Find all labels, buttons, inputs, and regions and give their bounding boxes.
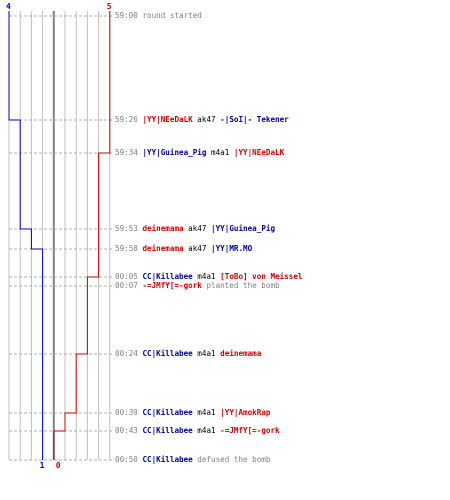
event-row: 59:53 deinemama ak47 |YY|Guinea_Pig [115,224,275,233]
event-text: [ToBo] von Meissel [220,272,303,281]
event-text: |YY|NEeDaLK [142,115,193,124]
event-text: m4a1 [192,349,221,358]
event-row: 00:39 CC|Killabee m4a1 |YY|AmokRap [115,408,270,417]
event-text: CC|Killabee [142,455,193,464]
event-text: m4a1 [192,426,221,435]
red-start-count: 5 [106,2,112,11]
event-text: CC|Killabee [142,349,193,358]
event-text: ak47 [183,244,212,253]
event-text: CC|Killabee [142,426,193,435]
event-time: 00:07 [115,281,143,290]
event-text: CC|Killabee [142,408,193,417]
event-text: |YY|Guinea_Pig [142,148,207,157]
event-text: planted the bomb [201,281,280,290]
event-text: ak47 [183,224,212,233]
event-time: 00:24 [115,349,143,358]
event-row: 59:26 |YY|NEeDaLK ak47 -|SoI|- Tekener [115,115,289,124]
event-text: CC|Killabee [142,272,193,281]
event-text: defused the bomb [192,455,271,464]
event-row: 59:58 deinemama ak47 |YY|MR.MO [115,244,252,253]
event-time: 00:43 [115,426,143,435]
event-row: 00:07 -=JMfY[=-gork planted the bomb [115,281,280,290]
event-text: deinemama [220,349,262,358]
event-text: m4a1 [192,408,221,417]
event-text: ak47 [192,115,221,124]
event-text: deinemama [142,244,184,253]
red-series-line [53,11,111,460]
event-row: 59:34 |YY|Guinea_Pig m4a1 |YY|NEeDaLK [115,148,284,157]
event-row: 00:24 CC|Killabee m4a1 deinemama [115,349,261,358]
event-text: -|SoI|- Tekener [220,115,289,124]
event-time: 00:50 [115,455,143,464]
event-time: 59:53 [115,224,143,233]
event-text: |YY|MR.MO [211,244,253,253]
event-time: 59:58 [115,244,143,253]
event-text: m4a1 [192,272,221,281]
event-row: 00:05 CC|Killabee m4a1 [ToBo] von Meisse… [115,272,302,281]
event-time: 59:00 [115,11,143,20]
event-text: |YY|AmokRap [220,408,271,417]
event-time: 59:34 [115,148,143,157]
blue-end-count: 1 [39,461,45,470]
event-text: -=JMfY[=-gork [142,281,202,290]
event-text: deinemama [142,224,184,233]
event-row: 00:50 CC|Killabee defused the bomb [115,455,270,464]
event-text: |YY|Guinea_Pig [211,224,276,233]
event-time: 00:05 [115,272,143,281]
event-text: |YY|NEeDaLK [233,148,285,157]
blue-start-count: 4 [6,2,11,11]
event-row: 00:43 CC|Killabee m4a1 -=JMfY[=-gork [115,426,280,435]
red-end-count: 0 [55,461,61,470]
event-text: -=JMfY[=-gork [220,426,280,435]
event-text: m4a1 [206,148,234,157]
event-time: 59:26 [115,115,143,124]
event-time: 00:39 [115,408,143,417]
blue-series-line [8,11,44,460]
event-row: 59:00 round started [115,11,202,20]
event-text: round started [142,11,202,20]
